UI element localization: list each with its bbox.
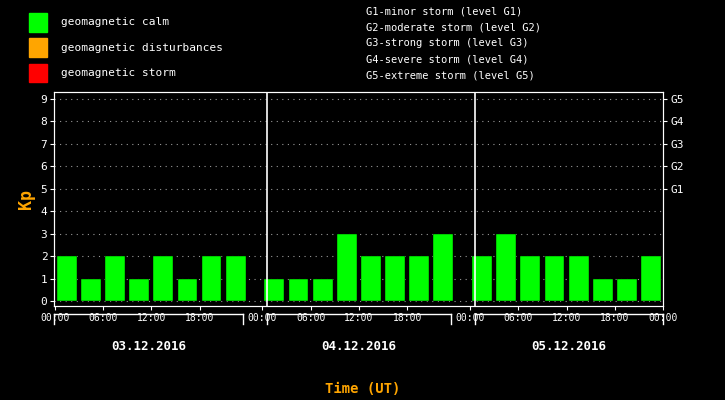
Bar <box>129 279 149 302</box>
Bar <box>202 256 221 302</box>
Bar <box>521 256 540 302</box>
Bar <box>568 256 589 302</box>
Bar <box>81 279 101 302</box>
Text: geomagnetic disturbances: geomagnetic disturbances <box>61 43 223 53</box>
Bar <box>617 279 637 302</box>
Text: G3-strong storm (level G3): G3-strong storm (level G3) <box>366 38 529 48</box>
Bar <box>57 256 77 302</box>
Bar <box>289 279 308 302</box>
Bar <box>265 279 284 302</box>
Text: geomagnetic storm: geomagnetic storm <box>61 68 176 78</box>
Bar <box>497 234 516 302</box>
Bar <box>641 256 661 302</box>
Bar <box>29 64 46 82</box>
Bar <box>29 13 46 32</box>
Text: 03.12.2016: 03.12.2016 <box>111 340 186 353</box>
Bar <box>544 256 564 302</box>
Text: Time (UT): Time (UT) <box>325 382 400 396</box>
Text: G4-severe storm (level G4): G4-severe storm (level G4) <box>366 54 529 64</box>
Text: G1-minor storm (level G1): G1-minor storm (level G1) <box>366 6 523 16</box>
Bar <box>154 256 173 302</box>
Text: geomagnetic calm: geomagnetic calm <box>61 18 169 28</box>
Y-axis label: Kp: Kp <box>17 189 35 209</box>
Text: G2-moderate storm (level G2): G2-moderate storm (level G2) <box>366 22 541 32</box>
Text: 04.12.2016: 04.12.2016 <box>321 340 397 353</box>
Bar <box>472 256 492 302</box>
Bar <box>178 279 197 302</box>
Bar <box>312 279 333 302</box>
Bar <box>410 256 429 302</box>
Bar <box>105 256 125 302</box>
Bar <box>593 279 613 302</box>
Bar <box>225 256 246 302</box>
Bar <box>29 38 46 57</box>
Bar <box>361 256 381 302</box>
Bar <box>337 234 357 302</box>
Text: G5-extreme storm (level G5): G5-extreme storm (level G5) <box>366 70 535 80</box>
Text: 05.12.2016: 05.12.2016 <box>531 340 607 353</box>
Bar <box>434 234 453 302</box>
Bar <box>385 256 405 302</box>
